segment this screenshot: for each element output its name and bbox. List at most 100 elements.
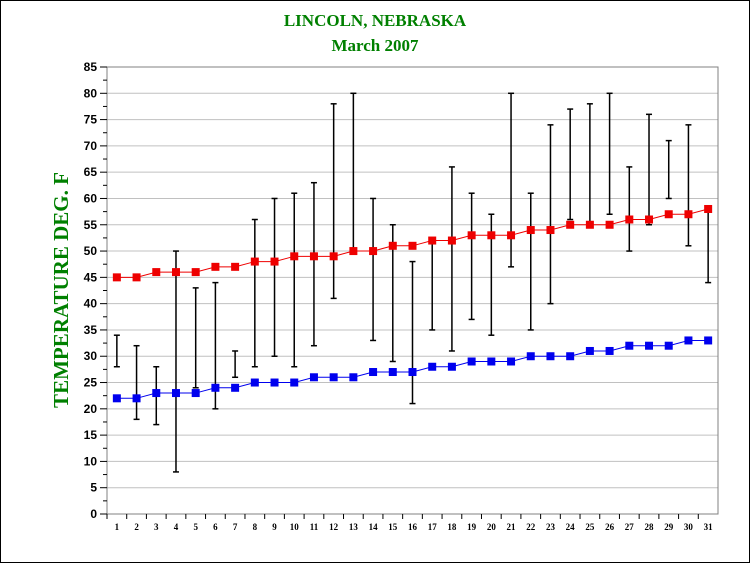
x-tick-label: 25 <box>585 522 595 532</box>
x-tick-label: 1 <box>115 522 120 532</box>
x-tick-label: 7 <box>233 522 238 532</box>
data-point-upper <box>388 241 397 250</box>
data-point-upper <box>211 262 220 271</box>
data-point-upper <box>526 226 535 235</box>
y-tick-label: 85 <box>84 60 98 74</box>
x-tick-label: 14 <box>369 522 379 532</box>
data-point-lower <box>270 378 279 387</box>
data-point-lower <box>231 383 240 392</box>
y-tick-label: 55 <box>84 218 98 232</box>
data-point-upper <box>309 252 318 261</box>
y-axis-label: TEMPERATURE DEG. F <box>49 172 73 408</box>
data-point-lower <box>388 368 397 377</box>
data-point-lower <box>428 362 437 371</box>
y-tick-label: 20 <box>84 402 98 416</box>
x-tick-label: 19 <box>467 522 477 532</box>
x-tick-label: 23 <box>546 522 556 532</box>
data-point-lower <box>507 357 516 366</box>
data-point-upper <box>270 257 279 266</box>
grid-lines <box>107 92 718 489</box>
data-point-upper <box>605 220 614 229</box>
y-tick-label: 50 <box>84 244 98 258</box>
x-tick-label: 4 <box>174 522 179 532</box>
series-lines <box>112 204 713 403</box>
y-tick-label: 70 <box>84 139 98 153</box>
data-point-upper <box>191 268 200 277</box>
data-point-upper <box>112 273 121 282</box>
x-tick-label: 17 <box>428 522 438 532</box>
y-tick-label: 25 <box>84 376 98 390</box>
data-point-lower <box>408 368 417 377</box>
data-point-lower <box>349 373 358 382</box>
chart-title: LINCOLN, NEBRASKA <box>284 11 467 30</box>
chart-subtitle: March 2007 <box>331 36 419 55</box>
data-point-upper <box>566 220 575 229</box>
data-point-lower <box>526 352 535 361</box>
data-point-upper <box>152 268 161 277</box>
data-point-upper <box>171 268 180 277</box>
data-point-lower <box>447 362 456 371</box>
y-tick-label: 10 <box>84 454 98 468</box>
data-point-lower <box>152 389 161 398</box>
data-point-upper <box>369 247 378 256</box>
x-tick-label: 2 <box>134 522 139 532</box>
data-point-upper <box>467 231 476 240</box>
y-tick-label: 60 <box>84 191 98 205</box>
y-tick-label: 15 <box>84 428 98 442</box>
data-point-lower <box>309 373 318 382</box>
x-tick-label: 3 <box>154 522 159 532</box>
x-tick-label: 27 <box>625 522 635 532</box>
data-point-upper <box>408 241 417 250</box>
x-tick-label: 22 <box>526 522 536 532</box>
x-tick-label: 11 <box>310 522 319 532</box>
data-point-upper <box>132 273 141 282</box>
data-point-lower <box>329 373 338 382</box>
x-tick-label: 21 <box>507 522 517 532</box>
y-axis-ticks: 0 5 10 15 20 25 30 35 40 45 50 55 60 65 70 75 80 85 <box>84 60 107 521</box>
data-point-upper <box>585 220 594 229</box>
data-point-upper <box>290 252 299 261</box>
x-tick-label: 20 <box>487 522 497 532</box>
y-tick-label: 5 <box>90 481 97 495</box>
data-point-lower <box>250 378 259 387</box>
data-point-lower <box>566 352 575 361</box>
x-tick-label: 5 <box>193 522 198 532</box>
data-point-upper <box>507 231 516 240</box>
x-tick-label: 8 <box>253 522 258 532</box>
x-axis-ticks: 1 2 3 4 5 6 7 8 9 10 11 12 13 14 15 16 17 18 19 20 21 22 23 24 2… <box>106 514 714 532</box>
range-bars <box>113 92 712 473</box>
y-tick-label: 45 <box>84 270 98 284</box>
data-point-lower <box>546 352 555 361</box>
data-point-lower <box>487 357 496 366</box>
x-tick-label: 10 <box>290 522 300 532</box>
data-point-upper <box>546 226 555 235</box>
y-tick-label: 30 <box>84 349 98 363</box>
y-tick-label: 40 <box>84 297 98 311</box>
x-tick-label: 12 <box>329 522 339 532</box>
data-point-upper <box>704 204 713 213</box>
y-tick-label: 35 <box>84 323 98 337</box>
x-tick-label: 28 <box>645 522 655 532</box>
data-point-lower <box>369 368 378 377</box>
y-tick-label: 0 <box>90 507 97 521</box>
data-point-lower <box>112 394 121 403</box>
x-tick-label: 16 <box>408 522 418 532</box>
y-tick-label: 75 <box>84 113 98 127</box>
data-point-upper <box>684 210 693 219</box>
y-tick-label: 65 <box>84 165 98 179</box>
data-point-upper <box>349 247 358 256</box>
x-tick-label: 15 <box>388 522 398 532</box>
data-point-lower <box>625 341 634 350</box>
data-point-upper <box>231 262 240 271</box>
x-tick-label: 29 <box>664 522 674 532</box>
x-tick-label: 13 <box>349 522 359 532</box>
data-point-lower <box>290 378 299 387</box>
data-point-upper <box>447 236 456 245</box>
x-tick-label: 31 <box>704 522 714 532</box>
x-tick-label: 6 <box>213 522 218 532</box>
data-point-upper <box>329 252 338 261</box>
y-tick-label: 80 <box>84 86 98 100</box>
x-tick-label: 30 <box>684 522 694 532</box>
data-point-lower <box>171 389 180 398</box>
